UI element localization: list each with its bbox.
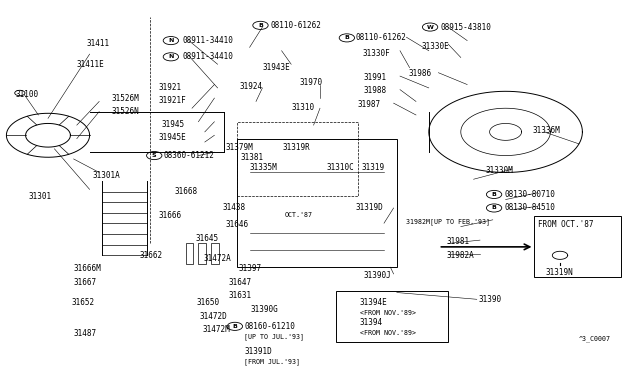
- Text: 31921F: 31921F: [159, 96, 186, 105]
- Text: 31981: 31981: [447, 237, 470, 246]
- Text: 31666: 31666: [158, 211, 181, 220]
- Text: 31335M: 31335M: [250, 163, 277, 172]
- Text: 31945: 31945: [161, 120, 184, 129]
- Text: 31310C: 31310C: [326, 163, 354, 172]
- Text: 31390: 31390: [479, 295, 502, 304]
- Text: 08130-84510: 08130-84510: [504, 203, 555, 212]
- Text: 31310: 31310: [292, 103, 315, 112]
- Text: 31986: 31986: [408, 69, 431, 78]
- Text: 31319D: 31319D: [355, 203, 383, 212]
- Text: 31472D: 31472D: [200, 312, 227, 321]
- Text: 31991: 31991: [364, 73, 387, 81]
- Text: 31667: 31667: [74, 278, 97, 287]
- Text: 31921: 31921: [159, 83, 182, 92]
- Text: 31650: 31650: [196, 298, 220, 307]
- Text: 08360-61212: 08360-61212: [164, 151, 214, 160]
- Text: 08160-61210: 08160-61210: [244, 322, 295, 331]
- Text: 31666M: 31666M: [74, 264, 101, 273]
- Text: 31381: 31381: [241, 153, 264, 163]
- Text: 31647: 31647: [228, 278, 252, 287]
- Text: 08110-61262: 08110-61262: [270, 21, 321, 30]
- Text: 31943E: 31943E: [262, 63, 290, 72]
- Text: 31945E: 31945E: [159, 134, 186, 142]
- Text: 31982A: 31982A: [447, 251, 474, 260]
- Bar: [211, 244, 219, 264]
- Text: 31390J: 31390J: [364, 271, 391, 280]
- Text: <FROM NOV.'89>: <FROM NOV.'89>: [360, 310, 416, 316]
- Text: 31631: 31631: [228, 291, 252, 301]
- Text: 31652: 31652: [72, 298, 95, 307]
- Text: 31391D: 31391D: [244, 347, 272, 356]
- Text: 31394: 31394: [360, 318, 383, 327]
- Text: 08911-34410: 08911-34410: [182, 36, 233, 45]
- Text: 31668: 31668: [175, 187, 198, 196]
- Text: 31411E: 31411E: [77, 60, 104, 69]
- Text: 31330F: 31330F: [363, 49, 390, 58]
- Text: S: S: [152, 153, 157, 158]
- Text: 31336M: 31336M: [532, 126, 560, 135]
- Text: 08130-80710: 08130-80710: [504, 190, 555, 199]
- Text: 31319: 31319: [362, 163, 385, 172]
- Text: 31319R: 31319R: [283, 143, 310, 152]
- Text: 31924: 31924: [240, 82, 263, 91]
- Text: 31970: 31970: [300, 78, 323, 87]
- Text: 31411: 31411: [86, 39, 109, 48]
- Text: 08911-34410: 08911-34410: [182, 52, 233, 61]
- Text: 31526N: 31526N: [112, 107, 140, 116]
- Text: 31397: 31397: [238, 264, 261, 273]
- Text: N: N: [168, 54, 173, 59]
- Text: B: B: [344, 35, 349, 41]
- Text: 31988: 31988: [364, 86, 387, 95]
- Bar: [186, 244, 193, 264]
- Text: 31982M[UP TO FEB.'93]: 31982M[UP TO FEB.'93]: [406, 218, 490, 225]
- Text: OCT.'87: OCT.'87: [285, 212, 313, 218]
- Text: 31379M: 31379M: [225, 143, 253, 152]
- Text: 31472M: 31472M: [203, 325, 230, 334]
- Bar: [336, 291, 448, 341]
- Bar: [237, 139, 397, 267]
- Text: 31487: 31487: [74, 328, 97, 338]
- Text: 31390G: 31390G: [251, 305, 278, 314]
- Bar: [534, 217, 621, 277]
- Text: 31438: 31438: [222, 203, 245, 212]
- Text: 31987: 31987: [357, 100, 380, 109]
- Text: 31472A: 31472A: [204, 254, 231, 263]
- Text: B: B: [258, 23, 263, 28]
- Text: 08915-43810: 08915-43810: [440, 23, 491, 32]
- Text: N: N: [168, 38, 173, 43]
- Text: 31394E: 31394E: [360, 298, 387, 307]
- Text: [UP TO JUL.'93]: [UP TO JUL.'93]: [244, 333, 305, 340]
- Text: [FROM JUL.'93]: [FROM JUL.'93]: [244, 359, 301, 365]
- Text: 31526M: 31526M: [112, 94, 140, 103]
- Text: 31330E: 31330E: [421, 42, 449, 51]
- Text: 31319N: 31319N: [545, 268, 573, 277]
- Bar: [237, 122, 358, 196]
- Text: B: B: [232, 324, 237, 329]
- Text: 31646: 31646: [225, 220, 248, 230]
- Text: B: B: [492, 192, 497, 197]
- Text: W: W: [427, 25, 433, 29]
- Text: 31301: 31301: [29, 192, 52, 201]
- Text: 31100: 31100: [16, 90, 39, 99]
- Text: 31662: 31662: [140, 251, 163, 260]
- Text: B: B: [492, 205, 497, 211]
- Text: 31645: 31645: [195, 234, 218, 243]
- Text: 31301A: 31301A: [93, 171, 120, 180]
- Text: 31330M: 31330M: [485, 166, 513, 175]
- Text: ^3_C0007: ^3_C0007: [579, 335, 611, 341]
- Bar: [198, 244, 206, 264]
- Text: FROM OCT.'87: FROM OCT.'87: [538, 220, 593, 230]
- Text: 08110-61262: 08110-61262: [355, 33, 406, 42]
- Text: <FROM NOV.'89>: <FROM NOV.'89>: [360, 330, 416, 336]
